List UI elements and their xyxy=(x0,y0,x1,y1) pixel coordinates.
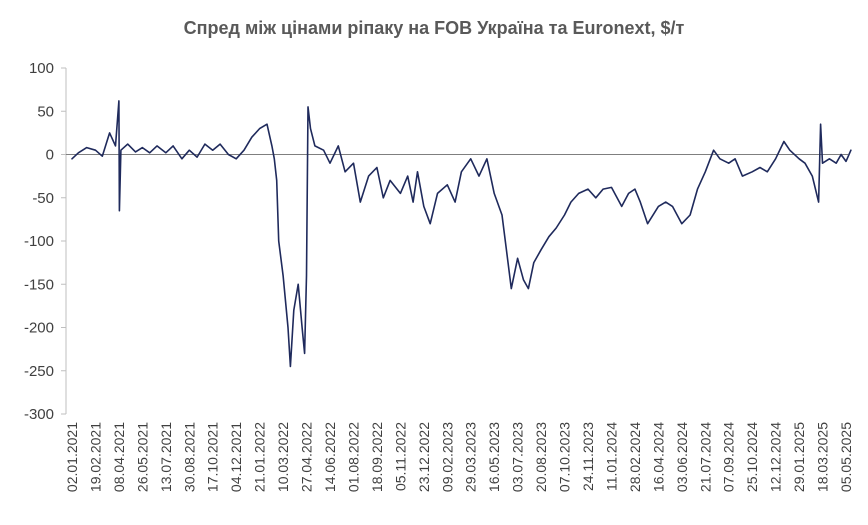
x-tick-label: 14.06.2022 xyxy=(322,422,338,492)
x-tick-label: 02.01.2021 xyxy=(64,422,80,492)
x-tick-label: 24.11.2023 xyxy=(580,422,596,491)
x-tick-label: 10.03.2022 xyxy=(275,422,291,492)
x-tick-label: 09.02.2023 xyxy=(439,422,455,492)
x-tick-label: 03.06.2024 xyxy=(674,422,690,492)
y-tick-label: -250 xyxy=(24,363,54,380)
x-tick-label: 04.12.2021 xyxy=(228,422,244,492)
y-tick-label: 100 xyxy=(29,60,54,77)
x-tick-label: 20.08.2023 xyxy=(533,422,549,492)
x-tick-label: 01.08.2022 xyxy=(345,422,361,492)
x-tick-label: 05.11.2022 xyxy=(392,422,408,491)
x-tick-label: 21.01.2022 xyxy=(252,422,268,492)
x-tick-label: 11.01.2024 xyxy=(603,422,619,491)
x-tick-label: 26.05.2021 xyxy=(134,422,150,492)
x-tick-label: 16.05.2023 xyxy=(486,422,502,492)
x-tick-label: 28.02.2024 xyxy=(627,422,643,492)
x-tick-label: 17.10.2021 xyxy=(205,422,221,492)
x-tick-label: 08.04.2021 xyxy=(111,422,127,492)
x-tick-label: 05.05.2025 xyxy=(838,422,854,492)
x-tick-label: 13.07.2021 xyxy=(158,422,174,492)
chart-title: Спред між цінами ріпаку на FOB Україна т… xyxy=(183,18,685,38)
x-tick-label: 07.09.2024 xyxy=(721,422,737,492)
y-tick-label: -50 xyxy=(32,190,54,207)
y-tick-label: -300 xyxy=(24,406,54,423)
x-tick-label: 29.01.2025 xyxy=(791,422,807,492)
series-line xyxy=(71,100,852,368)
x-tick-label: 12.12.2024 xyxy=(768,422,784,492)
x-tick-label: 07.10.2023 xyxy=(557,422,573,492)
x-tick-label: 21.07.2024 xyxy=(697,422,713,492)
y-tick-label: -200 xyxy=(24,320,54,337)
y-tick-label: 50 xyxy=(37,103,54,120)
series-group xyxy=(71,100,852,368)
x-tick-label: 29.03.2023 xyxy=(463,422,479,492)
x-tick-label: 23.12.2022 xyxy=(416,422,432,492)
y-axis: 100 50 0 -50 -100 -150 -200 -250 -300 xyxy=(24,60,67,423)
x-tick-label: 25.10.2024 xyxy=(744,422,760,492)
y-tick-label: -100 xyxy=(24,233,54,250)
x-tick-label: 19.02.2021 xyxy=(87,422,103,492)
x-tick-label: 16.04.2024 xyxy=(650,422,666,492)
x-tick-label: 18.03.2025 xyxy=(815,422,831,492)
y-tick-label: 0 xyxy=(46,147,54,164)
x-axis: 02.01.2021 19.02.2021 08.04.2021 26.05.2021… xyxy=(64,154,854,492)
x-tick-label: 18.09.2022 xyxy=(369,422,385,492)
x-tick-label: 27.04.2022 xyxy=(299,422,315,492)
y-tick-label: -150 xyxy=(24,276,54,293)
x-tick-label: 30.08.2021 xyxy=(181,422,197,492)
x-tick-label: 03.07.2023 xyxy=(510,422,526,492)
